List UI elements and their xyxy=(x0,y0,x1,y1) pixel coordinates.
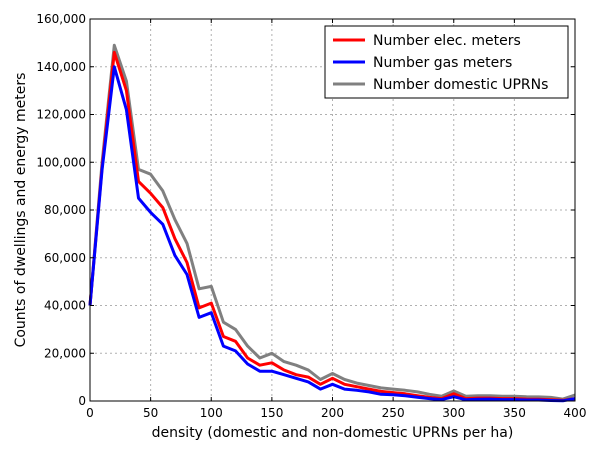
series-line-gas-meters xyxy=(88,65,576,403)
series-lines xyxy=(88,43,576,403)
x-tick-label: 300 xyxy=(442,406,465,420)
series-line-domestic-uprns xyxy=(88,43,576,401)
x-axis-label: density (domestic and non-domestic UPRNs… xyxy=(152,425,514,441)
legend-label: Number gas meters xyxy=(373,55,512,71)
y-tick-label: 140,000 xyxy=(36,60,86,74)
x-tick-label: 0 xyxy=(86,406,94,420)
x-tick-label: 200 xyxy=(321,406,344,420)
legend: Number elec. meters Number gas meters Numb… xyxy=(324,25,569,99)
y-tick-label: 160,000 xyxy=(36,12,86,26)
y-tick-label: 0 xyxy=(78,394,86,408)
y-tick-label: 80,000 xyxy=(44,203,86,217)
legend-label: Number domestic UPRNs xyxy=(373,77,548,93)
x-tick-label: 150 xyxy=(260,406,283,420)
y-tick-label: 120,000 xyxy=(36,108,86,122)
y-tick-label: 60,000 xyxy=(44,251,86,265)
x-tick-label: 100 xyxy=(200,406,223,420)
x-tick-label: 50 xyxy=(143,406,158,420)
y-axis-label: Counts of dwellings and energy meters xyxy=(13,73,29,348)
x-tick-label: 350 xyxy=(503,406,526,420)
legend-label: Number elec. meters xyxy=(373,33,521,49)
y-tick-label: 100,000 xyxy=(36,155,86,169)
x-tick-label: 400 xyxy=(564,406,587,420)
x-tick-label: 250 xyxy=(382,406,405,420)
y-tick-label: 40,000 xyxy=(44,299,86,313)
y-tick-label: 20,000 xyxy=(44,346,86,360)
ticks: 0 50 100 150 200 250 300 350 400 0 20,000 40,000 60,… xyxy=(36,12,586,420)
legend-box xyxy=(324,25,569,99)
